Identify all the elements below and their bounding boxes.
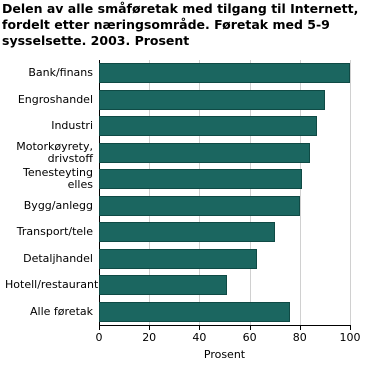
bar [99, 142, 310, 163]
x-tick-label: 20 [142, 331, 157, 344]
chart-title: Delen av alle småføretak med tilgang til… [2, 1, 359, 48]
x-tick-label: 0 [95, 331, 103, 344]
bar [99, 116, 318, 137]
y-axis [99, 60, 100, 325]
bar [99, 195, 300, 216]
y-tick-label: Bank/finans [28, 66, 93, 80]
x-tick [249, 325, 251, 330]
y-tick-label: Hotell/restaurant [5, 278, 99, 292]
x-tick-label: 60 [242, 331, 257, 344]
grid-line [249, 60, 251, 325]
grid-line [199, 60, 201, 325]
y-tick-label: Bygg/anlegg [23, 198, 93, 212]
y-tick-label: Motorkøyrety, drivstoff [16, 139, 93, 165]
bar [99, 169, 303, 190]
y-tick-label: Tenesteyting elles [22, 166, 93, 192]
x-tick [149, 325, 151, 330]
x-tick [199, 325, 201, 330]
y-tick-label: Engroshandel [17, 92, 93, 106]
bar [99, 89, 325, 110]
grid-line [350, 60, 351, 325]
y-tick-label: Detaljhandel [23, 251, 93, 265]
y-tick-label: Industri [51, 119, 93, 133]
bar [99, 301, 290, 322]
bar [99, 63, 350, 84]
y-tick-label: Transport/tele [16, 225, 93, 239]
x-tick [299, 325, 301, 330]
grid-line [149, 60, 151, 325]
bar [99, 248, 258, 269]
x-tick-label: 80 [292, 331, 307, 344]
y-tick-label: Alle føretak [30, 304, 93, 318]
x-tick-label: 40 [192, 331, 207, 344]
x-tick [99, 325, 100, 330]
grid-line [299, 60, 301, 325]
x-axis [99, 325, 351, 326]
bar [99, 275, 227, 296]
x-tick-label: 100 [339, 331, 361, 344]
bar [99, 222, 275, 243]
x-axis-label: Prosent [203, 348, 246, 361]
x-tick [350, 325, 351, 330]
